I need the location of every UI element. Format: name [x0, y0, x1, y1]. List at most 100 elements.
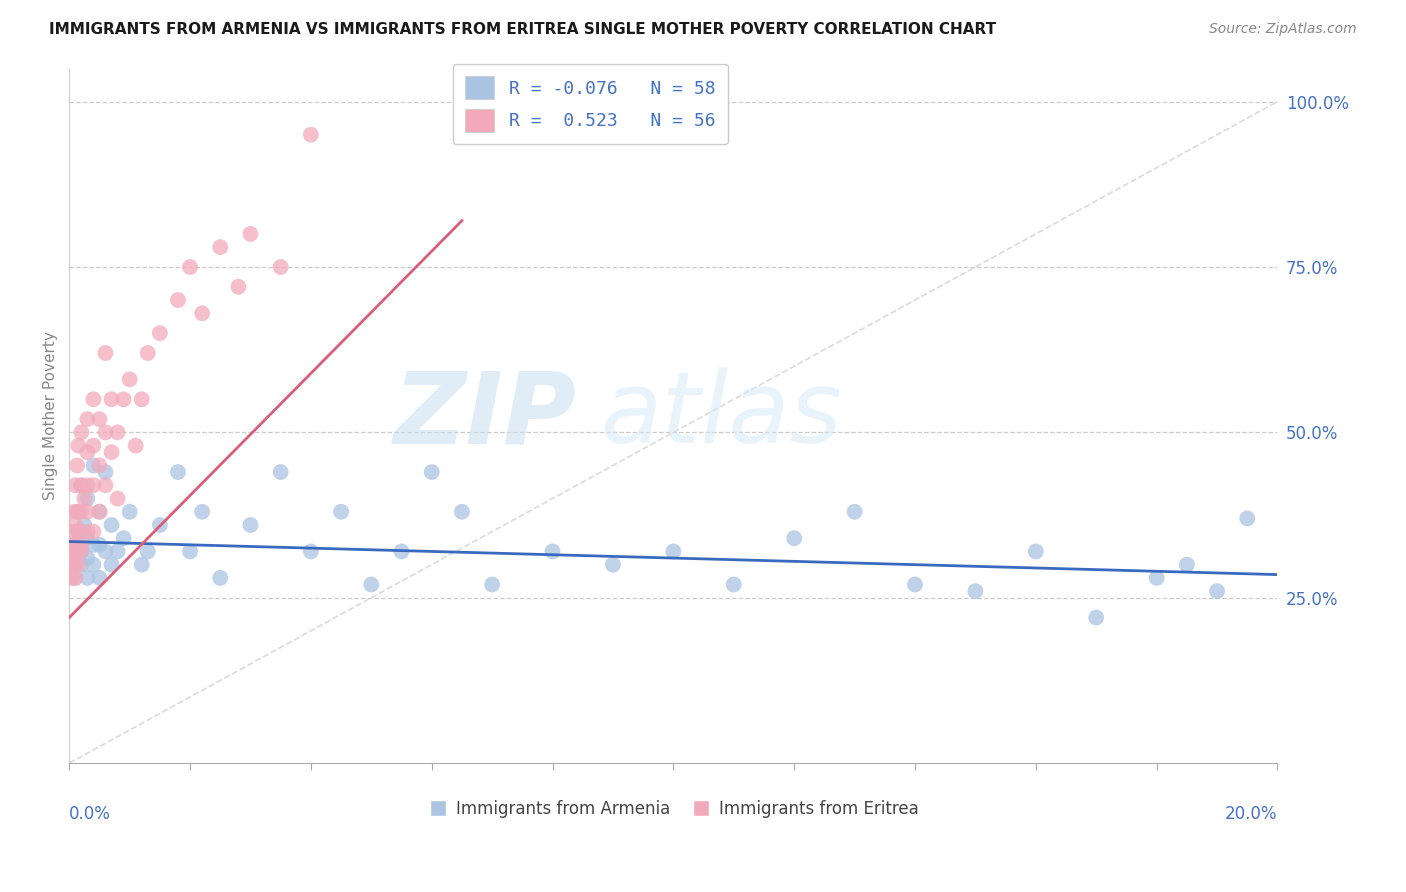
Text: Source: ZipAtlas.com: Source: ZipAtlas.com [1209, 22, 1357, 37]
Point [136, 544, 159, 558]
Point [391, 544, 413, 558]
Point [94, 425, 117, 440]
Point [723, 577, 745, 591]
Point [65, 571, 87, 585]
Point [76, 491, 98, 506]
Point [107, 544, 129, 558]
Point [70, 425, 93, 440]
Point [82, 524, 104, 539]
Point [299, 128, 322, 142]
Point [179, 544, 201, 558]
Point [481, 577, 503, 591]
Point [76, 524, 98, 539]
Point [107, 491, 129, 506]
Point [62, 524, 84, 539]
Point [82, 558, 104, 572]
Point [191, 306, 214, 320]
Point [209, 571, 232, 585]
Point [179, 260, 201, 274]
Point [82, 538, 104, 552]
Point [1146, 571, 1168, 585]
Point [1206, 584, 1229, 599]
Point [228, 280, 250, 294]
Point [67, 558, 90, 572]
Point [844, 505, 866, 519]
Point [100, 445, 122, 459]
Point [76, 551, 98, 566]
Point [94, 465, 117, 479]
Point [82, 458, 104, 473]
Point [70, 478, 93, 492]
Point [1085, 610, 1108, 624]
Point [89, 538, 111, 552]
Point [89, 571, 111, 585]
Text: IMMIGRANTS FROM ARMENIA VS IMMIGRANTS FROM ERITREA SINGLE MOTHER POVERTY CORRELA: IMMIGRANTS FROM ARMENIA VS IMMIGRANTS FR… [49, 22, 997, 37]
Point [70, 544, 93, 558]
Point [783, 531, 806, 545]
Point [73, 518, 96, 533]
Point [70, 505, 93, 519]
Point [70, 544, 93, 558]
Text: 20.0%: 20.0% [1225, 805, 1278, 822]
Point [965, 584, 987, 599]
Point [62, 544, 84, 558]
Text: ZIP: ZIP [394, 368, 576, 465]
Point [65, 538, 87, 552]
Point [541, 544, 564, 558]
Point [65, 558, 87, 572]
Point [904, 577, 927, 591]
Point [112, 392, 135, 407]
Point [420, 465, 443, 479]
Point [60, 544, 83, 558]
Point [191, 505, 214, 519]
Point [67, 505, 90, 519]
Point [1236, 511, 1258, 525]
Point [89, 505, 111, 519]
Point [70, 538, 93, 552]
Point [136, 346, 159, 360]
Point [73, 491, 96, 506]
Point [131, 558, 153, 572]
Point [66, 505, 89, 519]
Point [167, 465, 190, 479]
Point [76, 531, 98, 545]
Point [70, 558, 93, 572]
Point [131, 392, 153, 407]
Point [65, 538, 87, 552]
Point [360, 577, 382, 591]
Point [100, 392, 122, 407]
Point [112, 531, 135, 545]
Point [82, 392, 104, 407]
Point [89, 412, 111, 426]
Point [118, 505, 141, 519]
Point [299, 544, 322, 558]
Point [60, 558, 83, 572]
Point [125, 439, 148, 453]
Point [76, 478, 98, 492]
Point [662, 544, 685, 558]
Text: 0.0%: 0.0% [69, 805, 111, 822]
Point [270, 260, 292, 274]
Point [94, 544, 117, 558]
Point [82, 478, 104, 492]
Point [1025, 544, 1047, 558]
Point [239, 518, 262, 533]
Point [100, 518, 122, 533]
Point [149, 326, 172, 340]
Point [89, 458, 111, 473]
Point [65, 478, 87, 492]
Point [1175, 558, 1198, 572]
Point [82, 439, 104, 453]
Point [67, 439, 90, 453]
Text: atlas: atlas [600, 368, 842, 465]
Point [76, 571, 98, 585]
Point [167, 293, 190, 307]
Point [76, 445, 98, 459]
Point [76, 505, 98, 519]
Point [100, 558, 122, 572]
Point [451, 505, 474, 519]
Point [67, 524, 90, 539]
Point [94, 346, 117, 360]
Legend: Immigrants from Armenia, Immigrants from Eritrea: Immigrants from Armenia, Immigrants from… [422, 793, 925, 824]
Point [89, 505, 111, 519]
